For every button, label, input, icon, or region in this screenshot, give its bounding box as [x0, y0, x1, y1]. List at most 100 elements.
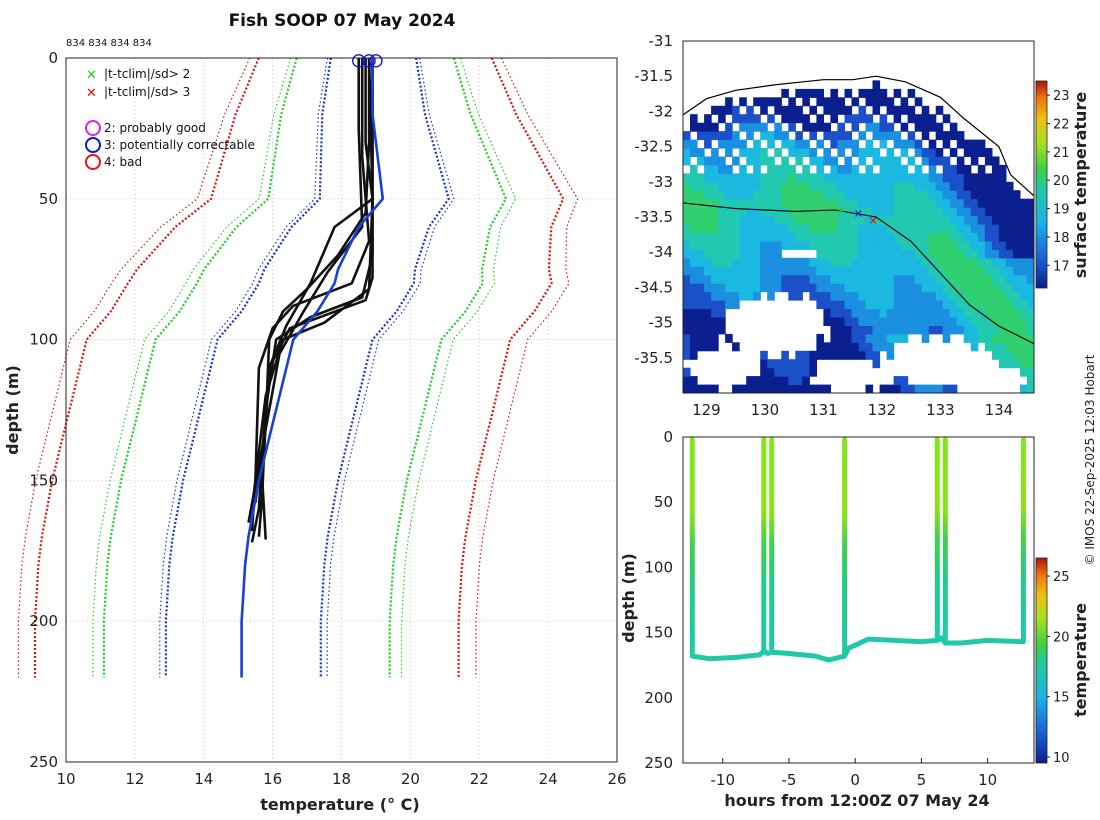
sst-cell	[753, 156, 761, 166]
sst-cell	[788, 190, 796, 200]
sst-cell	[907, 156, 916, 166]
sst-cell	[690, 215, 698, 225]
legend-probably-good-marker	[85, 120, 101, 136]
sst-cell	[879, 181, 888, 191]
sst-cell	[991, 198, 1000, 208]
sst-cell	[970, 240, 979, 250]
sst-cell	[823, 215, 831, 225]
sst-cell	[781, 164, 789, 174]
sst-cell	[956, 164, 965, 174]
sst-cell	[767, 156, 775, 166]
sst-cell	[788, 139, 796, 149]
sst-cell	[879, 333, 888, 343]
sst-cell	[970, 232, 979, 242]
sst-cell	[984, 257, 993, 267]
sst-cell	[858, 342, 867, 352]
sst-cell	[760, 224, 768, 233]
sst-cell	[704, 215, 712, 225]
sst-cell	[935, 207, 944, 217]
sst-cell	[984, 215, 993, 225]
sst-cell	[935, 317, 944, 326]
sst-cell	[753, 249, 761, 259]
sst-cell	[1005, 359, 1014, 369]
sst-cell	[879, 308, 888, 318]
sst-cell	[732, 283, 740, 293]
sst-cell	[872, 257, 881, 267]
sst-cell	[802, 384, 810, 393]
map-colorbar-tick: 18	[1053, 231, 1070, 246]
sst-cell	[718, 105, 726, 115]
sst-cell	[809, 257, 817, 267]
sst-cell	[963, 240, 972, 250]
sst-cell	[732, 131, 740, 141]
sst-cell	[977, 190, 986, 200]
sst-cell	[718, 325, 726, 335]
cast-depth-trace	[769, 437, 775, 653]
sst-cell	[865, 190, 874, 200]
sst-cell	[949, 198, 958, 208]
sst-cell	[718, 317, 726, 326]
sst-cell	[844, 232, 853, 242]
sst-cell	[732, 215, 740, 225]
sst-cell	[1005, 240, 1014, 250]
sst-cell	[935, 232, 944, 242]
sst-cell	[760, 350, 768, 360]
sst-cell	[963, 207, 972, 217]
sst-cell	[886, 333, 895, 343]
sst-cell	[907, 317, 916, 326]
map-colorbar-label: surface temperature	[1071, 92, 1090, 279]
cast-depth-trace	[842, 437, 848, 657]
sst-cell	[858, 350, 867, 360]
sst-cell	[802, 114, 810, 124]
sst-cell	[1020, 274, 1028, 284]
sst-cell	[837, 190, 845, 200]
sst-cell	[837, 274, 845, 284]
sst-cell	[802, 139, 810, 149]
sst-cell	[816, 384, 824, 393]
sst-cell	[928, 266, 937, 276]
profile-panel: Fish SOOP 07 May 2024 834 834 834 834 10…	[3, 11, 627, 814]
sst-cell	[802, 240, 810, 250]
sst-cell	[697, 333, 705, 343]
sst-cell	[942, 300, 951, 310]
sst-cell	[935, 240, 944, 250]
sst-cell	[928, 249, 937, 259]
sst-cell	[823, 232, 831, 242]
sst-cell	[683, 139, 691, 149]
sst-cell	[914, 215, 923, 225]
sst-cell	[914, 325, 923, 335]
xbt-profile-line	[247, 58, 364, 523]
profile-ytick: 50	[39, 190, 58, 208]
cast-depth-trace	[942, 437, 948, 643]
sst-cell	[879, 122, 888, 132]
sst-cell	[865, 333, 874, 343]
sst-cell	[739, 148, 747, 157]
sst-cell	[991, 325, 1000, 335]
sst-cell	[942, 249, 951, 259]
sst-cell	[984, 342, 993, 352]
sst-cell	[802, 148, 810, 157]
sst-cell	[942, 164, 951, 174]
sst-cell	[683, 224, 691, 233]
sst-cell	[886, 198, 895, 208]
sst-cell	[886, 181, 895, 191]
sst-cell	[711, 240, 719, 250]
sst-cell	[802, 215, 810, 225]
sst-cell	[781, 240, 789, 250]
sst-cell	[837, 342, 845, 352]
sst-cell	[872, 249, 881, 259]
sst-cell	[697, 207, 705, 217]
sst-cell	[942, 384, 951, 393]
sst-cell	[823, 240, 831, 250]
sst-cell	[977, 215, 986, 225]
sst-cell	[977, 325, 986, 335]
sst-cell	[851, 333, 860, 343]
sst-cell	[732, 139, 740, 149]
sst-cell	[753, 215, 761, 225]
sst-cell	[795, 114, 803, 124]
sst-cell	[914, 240, 923, 250]
sst-cell	[725, 333, 733, 343]
sst-cell	[837, 148, 845, 157]
sst-cell	[746, 274, 754, 284]
sst-cell	[1020, 283, 1028, 293]
